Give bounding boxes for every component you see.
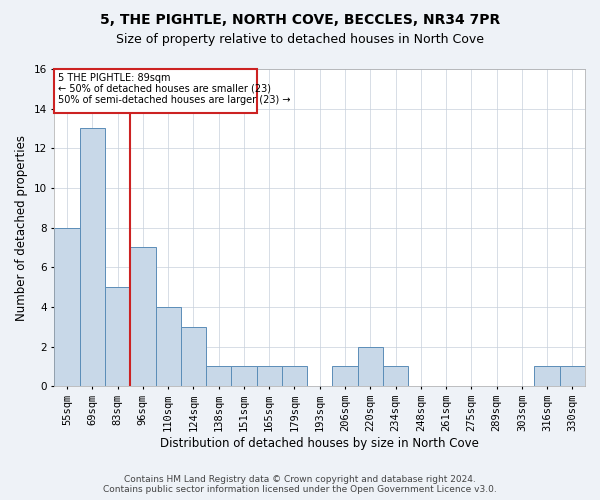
Bar <box>206 366 231 386</box>
Y-axis label: Number of detached properties: Number of detached properties <box>15 134 28 320</box>
Bar <box>105 287 130 386</box>
Text: 5 THE PIGHTLE: 89sqm: 5 THE PIGHTLE: 89sqm <box>58 73 171 83</box>
Text: Size of property relative to detached houses in North Cove: Size of property relative to detached ho… <box>116 32 484 46</box>
Bar <box>155 307 181 386</box>
Bar <box>282 366 307 386</box>
Bar <box>560 366 585 386</box>
Text: 50% of semi-detached houses are larger (23) →: 50% of semi-detached houses are larger (… <box>58 94 291 104</box>
Text: Contains HM Land Registry data © Crown copyright and database right 2024.: Contains HM Land Registry data © Crown c… <box>124 475 476 484</box>
X-axis label: Distribution of detached houses by size in North Cove: Distribution of detached houses by size … <box>160 437 479 450</box>
Text: Contains public sector information licensed under the Open Government Licence v3: Contains public sector information licen… <box>103 485 497 494</box>
Bar <box>383 366 408 386</box>
Bar <box>535 366 560 386</box>
Text: ← 50% of detached houses are smaller (23): ← 50% of detached houses are smaller (23… <box>58 84 271 94</box>
Bar <box>181 327 206 386</box>
Bar <box>332 366 358 386</box>
Bar <box>130 248 155 386</box>
Text: 5, THE PIGHTLE, NORTH COVE, BECCLES, NR34 7PR: 5, THE PIGHTLE, NORTH COVE, BECCLES, NR3… <box>100 12 500 26</box>
Bar <box>55 228 80 386</box>
FancyBboxPatch shape <box>55 69 257 112</box>
Bar <box>358 346 383 387</box>
Bar <box>231 366 257 386</box>
Bar <box>257 366 282 386</box>
Bar <box>80 128 105 386</box>
